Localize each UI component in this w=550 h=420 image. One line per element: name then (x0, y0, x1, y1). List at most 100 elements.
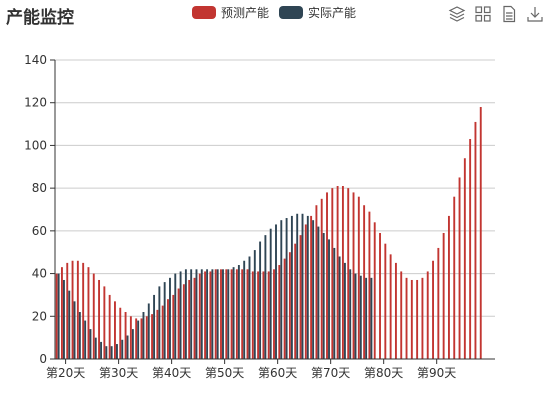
bar-actual[interactable] (200, 269, 203, 359)
bar-predicted[interactable] (326, 192, 328, 359)
bar-actual[interactable] (147, 303, 150, 359)
bar-predicted[interactable] (172, 294, 175, 359)
bar-predicted[interactable] (310, 215, 313, 359)
data-view-button[interactable] (448, 5, 466, 23)
bar-actual[interactable] (306, 215, 309, 359)
bar-predicted[interactable] (368, 211, 371, 359)
bar-predicted[interactable] (140, 318, 143, 359)
bar-predicted[interactable] (458, 177, 461, 359)
bar-predicted[interactable] (161, 305, 164, 359)
bar-actual[interactable] (370, 277, 373, 359)
bar-actual[interactable] (78, 312, 81, 359)
bar-predicted[interactable] (394, 262, 397, 359)
bar-predicted[interactable] (108, 294, 111, 359)
bar-actual[interactable] (100, 341, 103, 359)
bar-predicted[interactable] (82, 262, 85, 359)
bar-predicted[interactable] (389, 254, 392, 359)
bar-actual[interactable] (259, 241, 262, 359)
bar-actual[interactable] (68, 290, 71, 359)
bar-actual[interactable] (126, 335, 129, 359)
bar-predicted[interactable] (320, 198, 323, 359)
bar-predicted[interactable] (92, 273, 95, 359)
bar-predicted[interactable] (262, 271, 265, 359)
bar-actual[interactable] (301, 213, 304, 359)
bar-predicted[interactable] (76, 260, 79, 359)
bar-actual[interactable] (280, 220, 283, 359)
bar-actual[interactable] (195, 269, 198, 359)
bar-actual[interactable] (94, 337, 97, 359)
bar-predicted[interactable] (129, 316, 132, 359)
bar-predicted[interactable] (124, 312, 127, 359)
bar-actual[interactable] (158, 286, 161, 359)
bar-predicted[interactable] (315, 205, 318, 359)
bar-predicted[interactable] (241, 269, 244, 359)
bar-predicted[interactable] (479, 106, 482, 360)
bar-predicted[interactable] (474, 121, 477, 359)
bar-predicted[interactable] (463, 158, 466, 359)
bar-predicted[interactable] (421, 277, 424, 359)
bar-actual[interactable] (184, 269, 187, 359)
magic-type-button[interactable] (474, 5, 492, 23)
bar-actual[interactable] (63, 279, 65, 359)
bar-predicted[interactable] (188, 279, 191, 359)
bar-predicted[interactable] (61, 267, 63, 359)
bar-actual[interactable] (333, 247, 336, 359)
bar-predicted[interactable] (119, 307, 122, 359)
bar-predicted[interactable] (299, 235, 302, 359)
bar-predicted[interactable] (230, 269, 233, 359)
bar-predicted[interactable] (151, 314, 154, 359)
bar-predicted[interactable] (193, 277, 196, 359)
bar-actual[interactable] (163, 282, 166, 359)
bar-predicted[interactable] (442, 232, 445, 359)
bar-actual[interactable] (237, 265, 240, 359)
bar-actual[interactable] (290, 215, 293, 359)
bar-predicted[interactable] (469, 139, 472, 359)
bar-predicted[interactable] (294, 243, 297, 359)
bar-predicted[interactable] (114, 301, 116, 359)
bar-predicted[interactable] (405, 277, 408, 359)
bar-predicted[interactable] (278, 265, 281, 359)
bar-actual[interactable] (359, 275, 362, 359)
bar-predicted[interactable] (336, 186, 339, 359)
bar-actual[interactable] (174, 273, 177, 359)
bar-actual[interactable] (137, 320, 140, 359)
bar-predicted[interactable] (304, 224, 307, 359)
bar-actual[interactable] (116, 344, 118, 359)
bar-actual[interactable] (73, 301, 76, 359)
bar-actual[interactable] (211, 269, 214, 359)
bar-predicted[interactable] (251, 271, 254, 359)
save-image-button[interactable] (526, 5, 544, 23)
bar-actual[interactable] (275, 224, 277, 359)
bar-predicted[interactable] (204, 271, 207, 359)
bar-predicted[interactable] (453, 196, 456, 359)
bar-actual[interactable] (322, 232, 325, 359)
bar-predicted[interactable] (437, 247, 440, 359)
bar-predicted[interactable] (87, 267, 90, 359)
bar-actual[interactable] (89, 329, 92, 359)
bar-predicted[interactable] (257, 271, 260, 359)
bar-predicted[interactable] (246, 269, 249, 359)
legend-item-actual[interactable]: 实际产能 (279, 4, 356, 21)
bar-actual[interactable] (110, 346, 113, 359)
bar-actual[interactable] (121, 339, 124, 359)
restore-button[interactable] (500, 5, 518, 23)
bar-predicted[interactable] (384, 243, 387, 359)
bar-actual[interactable] (296, 213, 299, 359)
bar-predicted[interactable] (167, 299, 169, 359)
bar-predicted[interactable] (363, 205, 366, 359)
bar-predicted[interactable] (283, 258, 286, 359)
bar-actual[interactable] (222, 269, 224, 359)
bar-predicted[interactable] (410, 279, 413, 359)
bar-actual[interactable] (253, 250, 256, 359)
bar-predicted[interactable] (235, 269, 238, 359)
bar-predicted[interactable] (55, 273, 58, 359)
bar-actual[interactable] (190, 269, 193, 359)
bar-predicted[interactable] (145, 316, 148, 359)
bar-actual[interactable] (317, 226, 320, 359)
bar-predicted[interactable] (400, 271, 403, 359)
bar-predicted[interactable] (177, 288, 180, 359)
bar-actual[interactable] (142, 312, 145, 359)
bar-predicted[interactable] (447, 215, 450, 359)
bar-actual[interactable] (343, 262, 346, 359)
bar-predicted[interactable] (225, 269, 228, 359)
